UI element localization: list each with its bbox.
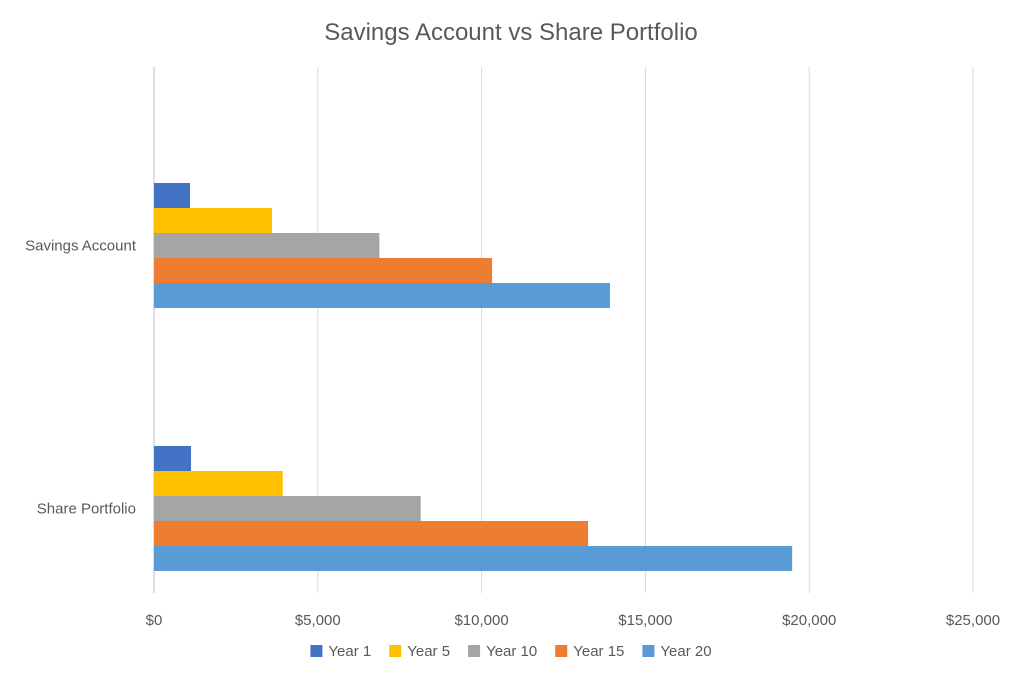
category-label: Savings Account (25, 238, 137, 255)
bar-year-10-savings-account (154, 233, 380, 258)
bar-year-5-share-portfolio (154, 471, 283, 496)
legend-item: Year 15 (555, 643, 624, 660)
axes: $0 $5,000 $10,000 $15,000 $20,000 $25,000 Savi… (25, 238, 1000, 630)
legend-label: Year 5 (407, 643, 450, 660)
legend-item: Year 5 (389, 643, 450, 660)
legend-label: Year 15 (573, 643, 624, 660)
legend: Year 1 Year 5 Year 10 Year 15 Year 20 (310, 643, 712, 660)
category-label: Share Portfolio (37, 501, 136, 518)
chart-title: Savings Account vs Share Portfolio (324, 19, 698, 46)
x-tick-label: $5,000 (295, 612, 341, 629)
legend-swatch (468, 645, 481, 657)
bar-year-20-share-portfolio (154, 546, 793, 571)
legend-label: Year 1 (328, 643, 371, 660)
bar-year-15-savings-account (154, 258, 493, 283)
legend-swatch (642, 645, 655, 657)
x-tick-label: $15,000 (618, 612, 672, 629)
bar-year-15-share-portfolio (154, 521, 589, 546)
legend-swatch (555, 645, 568, 657)
bar-year-1-savings-account (154, 183, 191, 208)
x-tick-label: $0 (146, 612, 163, 629)
bar-year-5-savings-account (154, 208, 272, 233)
bar-year-20-savings-account (154, 283, 611, 308)
bars (154, 183, 793, 571)
legend-swatch (389, 645, 402, 657)
x-tick-label: $20,000 (782, 612, 836, 629)
x-tick-label: $25,000 (946, 612, 1000, 629)
bar-year-1-share-portfolio (154, 446, 192, 471)
legend-swatch (310, 645, 323, 657)
legend-item: Year 10 (468, 643, 537, 660)
bar-year-10-share-portfolio (154, 496, 421, 521)
legend-item: Year 20 (642, 643, 712, 660)
legend-label: Year 10 (486, 643, 537, 660)
legend-item: Year 1 (310, 643, 371, 660)
legend-label: Year 20 (660, 643, 711, 660)
x-tick-label: $10,000 (454, 612, 508, 629)
